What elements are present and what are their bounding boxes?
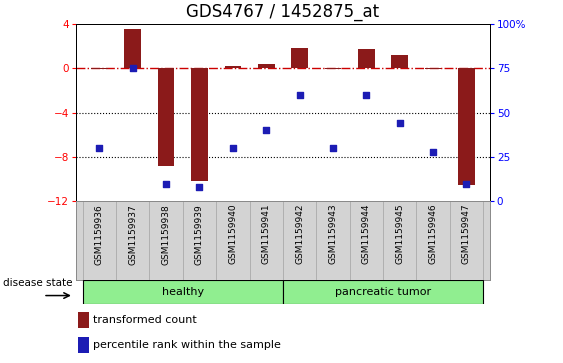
Point [162, 181, 171, 187]
Text: healthy: healthy [162, 287, 204, 297]
Point [362, 92, 371, 98]
Bar [283, 280, 483, 304]
Title: GDS4767 / 1452875_at: GDS4767 / 1452875_at [186, 3, 379, 21]
Text: GSM1159946: GSM1159946 [428, 204, 437, 264]
Point [95, 145, 104, 151]
Bar [225, 66, 241, 68]
Bar [358, 49, 375, 68]
Text: GSM1159938: GSM1159938 [162, 204, 171, 265]
Text: GSM1159939: GSM1159939 [195, 204, 204, 265]
Bar [124, 29, 141, 68]
Bar [83, 280, 283, 304]
Point [262, 127, 271, 133]
Text: percentile rank within the sample: percentile rank within the sample [93, 340, 281, 350]
Text: GSM1159940: GSM1159940 [229, 204, 238, 264]
Bar [391, 55, 408, 68]
Text: GSM1159944: GSM1159944 [362, 204, 371, 264]
Point [428, 149, 437, 155]
Point [229, 145, 238, 151]
Text: GSM1159943: GSM1159943 [328, 204, 337, 264]
Bar [258, 64, 275, 68]
Text: GSM1159942: GSM1159942 [295, 204, 304, 264]
Bar [291, 48, 308, 68]
Bar [191, 68, 208, 182]
Bar [325, 68, 341, 69]
Bar [78, 337, 88, 353]
Point [462, 181, 471, 187]
Bar [78, 313, 88, 329]
Text: GSM1159945: GSM1159945 [395, 204, 404, 264]
Text: transformed count: transformed count [93, 315, 197, 325]
Point [295, 92, 304, 98]
Point [195, 184, 204, 190]
Bar [458, 68, 475, 185]
Text: GSM1159947: GSM1159947 [462, 204, 471, 264]
Bar [425, 68, 441, 69]
Point [395, 120, 404, 126]
Text: GSM1159936: GSM1159936 [95, 204, 104, 265]
Bar [91, 68, 108, 69]
Bar [158, 68, 175, 166]
Text: GSM1159937: GSM1159937 [128, 204, 137, 265]
Text: disease state: disease state [3, 278, 72, 288]
Text: pancreatic tumor: pancreatic tumor [335, 287, 431, 297]
Point [328, 145, 337, 151]
Point [128, 65, 137, 71]
Text: GSM1159941: GSM1159941 [262, 204, 271, 264]
